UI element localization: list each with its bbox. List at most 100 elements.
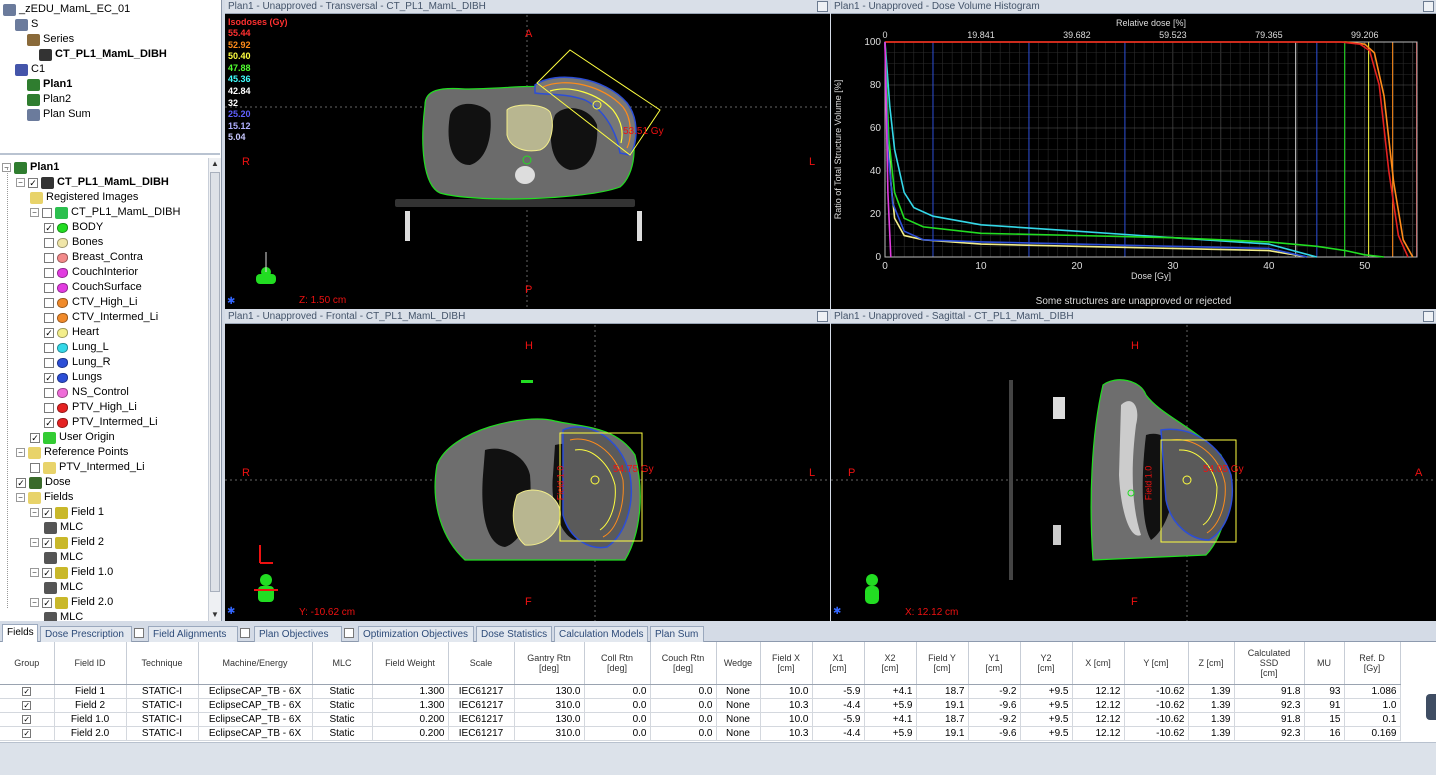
visibility-checkbox[interactable] (44, 357, 54, 368)
column-header[interactable]: Coll Rtn [deg] (584, 642, 651, 685)
column-header[interactable]: Wedge (716, 642, 761, 685)
visibility-checkbox[interactable] (44, 402, 54, 413)
collapse-icon[interactable]: − (16, 493, 25, 502)
plan-tree-item[interactable]: ✓ User Origin (30, 430, 115, 445)
visibility-checkbox[interactable]: ✓ (42, 537, 52, 548)
collapse-icon[interactable]: − (30, 508, 39, 517)
column-header[interactable]: Scale (448, 642, 515, 685)
mlc-item[interactable]: MLC (44, 520, 83, 535)
visibility-checkbox[interactable]: ✓ (42, 567, 52, 578)
group-checkbox[interactable]: ✓ (22, 686, 32, 696)
structure-item[interactable]: CouchInterior (44, 265, 138, 280)
maximize-icon[interactable] (1423, 311, 1434, 322)
collapse-icon[interactable]: − (16, 178, 25, 187)
structure-item[interactable]: Lung_R (44, 355, 111, 370)
tab-fields[interactable]: Fields (2, 624, 38, 642)
collapse-icon[interactable]: − (30, 538, 39, 547)
group-checkbox-cell[interactable]: ✓ (0, 684, 55, 699)
collapse-icon[interactable]: − (2, 163, 11, 172)
column-header[interactable]: Machine/Energy (198, 642, 313, 685)
mlc-item[interactable]: MLC (44, 580, 83, 595)
transversal-viewport[interactable]: Plan1 - Unapproved - Transversal - CT_PL… (225, 0, 830, 309)
visibility-checkbox[interactable]: ✓ (44, 327, 54, 338)
column-header[interactable]: Calculated SSD [cm] (1234, 642, 1305, 685)
visibility-checkbox[interactable] (30, 462, 40, 473)
maximize-icon[interactable] (817, 1, 828, 12)
table-row[interactable]: ✓ Field 2 STATIC-I EclipseCAP_TB - 6X Static… (0, 698, 1401, 713)
field-item[interactable]: − ✓ Field 1 (30, 505, 104, 520)
tab-plan-sum[interactable]: Plan Sum (650, 626, 704, 642)
patient-tree-item[interactable]: CT_PL1_MamL_DIBH (39, 47, 167, 62)
plan-tree-item[interactable]: − Reference Points (16, 445, 128, 460)
table-row[interactable]: ✓ Field 2.0 STATIC-I EclipseCAP_TB - 6X Stat… (0, 726, 1401, 741)
patient-tree-item[interactable]: Plan1 (27, 77, 72, 92)
column-header[interactable]: Y [cm] (1124, 642, 1189, 685)
tab-plan-objectives[interactable]: Plan Objectives (254, 626, 342, 642)
side-panel-handle[interactable] (1426, 694, 1436, 720)
structure-item[interactable]: ✓ Heart (44, 325, 99, 340)
column-header[interactable]: Technique (126, 642, 199, 685)
structure-item[interactable]: Bones (44, 235, 103, 250)
column-header[interactable]: Y2 [cm] (1020, 642, 1073, 685)
structure-item[interactable]: CouchSurface (44, 280, 142, 295)
scroll-down-icon[interactable]: ▼ (211, 610, 219, 619)
group-checkbox[interactable]: ✓ (22, 700, 32, 710)
visibility-checkbox[interactable] (42, 207, 52, 218)
visibility-checkbox[interactable] (44, 312, 54, 323)
visibility-checkbox[interactable]: ✓ (44, 417, 54, 428)
column-header[interactable]: Field Y [cm] (916, 642, 969, 685)
visibility-checkbox[interactable]: ✓ (42, 597, 52, 608)
patient-tree-item[interactable]: C1 (15, 62, 45, 77)
visibility-checkbox[interactable] (44, 342, 54, 353)
tab-checkbox[interactable] (240, 628, 250, 638)
collapse-icon[interactable]: − (30, 568, 39, 577)
structure-item[interactable]: CTV_High_Li (44, 295, 137, 310)
column-header[interactable]: Ref. D [Gy] (1344, 642, 1401, 685)
plan-tree-scrollbar[interactable]: ▲ ▼ (208, 158, 221, 621)
scroll-up-icon[interactable]: ▲ (211, 159, 219, 168)
scroll-thumb[interactable] (210, 172, 220, 592)
table-row[interactable]: ✓ Field 1 STATIC-I EclipseCAP_TB - 6X Static… (0, 684, 1401, 699)
visibility-checkbox[interactable] (44, 252, 54, 263)
patient-tree-item[interactable]: Plan2 (27, 92, 71, 107)
visibility-checkbox[interactable]: ✓ (42, 507, 52, 518)
maximize-icon[interactable] (1423, 1, 1434, 12)
tab-checkbox[interactable] (344, 628, 354, 638)
structure-item[interactable]: NS_Control (44, 385, 129, 400)
collapse-icon[interactable]: − (30, 208, 39, 217)
visibility-checkbox[interactable] (44, 387, 54, 398)
patient-tree-item[interactable]: Plan Sum (27, 107, 91, 122)
maximize-icon[interactable] (817, 311, 828, 322)
plan-tree-item[interactable]: − ✓ CT_PL1_MamL_DIBH (16, 175, 169, 190)
visibility-checkbox[interactable]: ✓ (16, 477, 26, 488)
visibility-checkbox[interactable] (44, 297, 54, 308)
plan-tree-item[interactable]: Registered Images (30, 190, 138, 205)
visibility-checkbox[interactable] (44, 237, 54, 248)
visibility-checkbox[interactable]: ✓ (30, 432, 40, 443)
group-checkbox-cell[interactable]: ✓ (0, 726, 55, 741)
plan-tree-item[interactable]: PTV_Intermed_Li (30, 460, 145, 475)
plan-tree-item[interactable]: − CT_PL1_MamL_DIBH (30, 205, 180, 220)
column-header[interactable]: Field X [cm] (760, 642, 813, 685)
visibility-checkbox[interactable]: ✓ (28, 177, 38, 188)
tab-checkbox[interactable] (134, 628, 144, 638)
column-header[interactable]: Z [cm] (1188, 642, 1235, 685)
field-item[interactable]: − ✓ Field 2.0 (30, 595, 113, 610)
field-item[interactable]: − ✓ Field 1.0 (30, 565, 113, 580)
mlc-item[interactable]: MLC (44, 550, 83, 565)
mlc-item[interactable]: MLC (44, 610, 83, 621)
plan-tree-item[interactable]: ✓ Dose (16, 475, 71, 490)
visibility-checkbox[interactable] (44, 282, 54, 293)
structure-item[interactable]: Breast_Contra (44, 250, 143, 265)
group-checkbox-cell[interactable]: ✓ (0, 698, 55, 713)
table-row[interactable]: ✓ Field 1.0 STATIC-I EclipseCAP_TB - 6X Stat… (0, 712, 1401, 727)
tab-optimization-objectives[interactable]: Optimization Objectives (358, 626, 474, 642)
tab-calculation-models[interactable]: Calculation Models (554, 626, 648, 642)
visibility-checkbox[interactable]: ✓ (44, 222, 54, 233)
frontal-viewport[interactable]: Plan1 - Unapproved - Frontal - CT_PL1_Ma… (225, 310, 830, 621)
column-header[interactable]: Y1 [cm] (968, 642, 1021, 685)
dvh-viewport[interactable]: Plan1 - Unapproved - Dose Volume Histogr… (831, 0, 1436, 309)
structure-item[interactable]: PTV_High_Li (44, 400, 137, 415)
patient-tree-item[interactable]: _zEDU_MamL_EC_01 (3, 2, 130, 17)
column-header[interactable]: X1 [cm] (812, 642, 865, 685)
